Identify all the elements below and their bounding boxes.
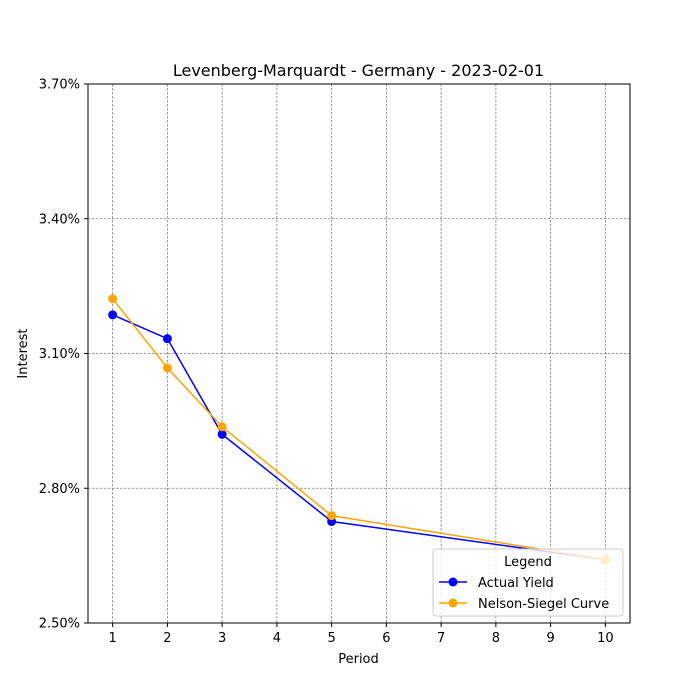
- x-tick-label: 10: [597, 631, 614, 646]
- legend-label-actual-yield: Actual Yield: [478, 576, 554, 591]
- data-point-actual-yield: [108, 310, 118, 320]
- legend: Legend Actual Yield Nelson-Siegel Curve: [432, 548, 624, 617]
- y-tick-label: 3.40%: [39, 212, 80, 227]
- x-tick-label: 3: [218, 631, 226, 646]
- x-tick-label: 8: [492, 631, 500, 646]
- legend-marker-nelson-siegel: [448, 598, 458, 608]
- data-point-nelson-siegel-curve: [162, 363, 172, 373]
- y-tick-label: 3.70%: [39, 78, 80, 93]
- y-tick-label: 2.80%: [39, 482, 80, 497]
- legend-marker-actual-yield: [448, 577, 458, 587]
- legend-frame: [432, 548, 624, 617]
- x-tick-label: 4: [273, 631, 281, 646]
- x-tick-label: 9: [546, 631, 554, 646]
- x-tick-label: 1: [108, 631, 116, 646]
- y-tick-label: 3.10%: [39, 347, 80, 362]
- data-point-nelson-siegel-curve: [327, 511, 337, 521]
- data-point-actual-yield: [217, 429, 227, 439]
- x-axis-label: Period: [338, 652, 379, 667]
- x-axis: 1 2 3 4 5 6 7 8 9 10: [108, 623, 614, 646]
- legend-title: Legend: [504, 555, 552, 570]
- x-tick-label: 6: [382, 631, 390, 646]
- x-tick-label: 5: [327, 631, 335, 646]
- chart-title: Levenberg-Marquardt - Germany - 2023-02-…: [173, 61, 544, 80]
- data-point-nelson-siegel-curve: [217, 422, 227, 432]
- x-tick-label: 2: [163, 631, 171, 646]
- legend-label-nelson-siegel: Nelson-Siegel Curve: [478, 597, 609, 612]
- y-axis-label: Interest: [16, 328, 31, 378]
- y-axis: 2.50% 2.80% 3.10% 3.40% 3.70%: [39, 78, 88, 632]
- data-point-actual-yield: [162, 334, 172, 344]
- x-tick-label: 7: [437, 631, 445, 646]
- data-point-nelson-siegel-curve: [108, 294, 118, 304]
- y-tick-label: 2.50%: [39, 617, 80, 632]
